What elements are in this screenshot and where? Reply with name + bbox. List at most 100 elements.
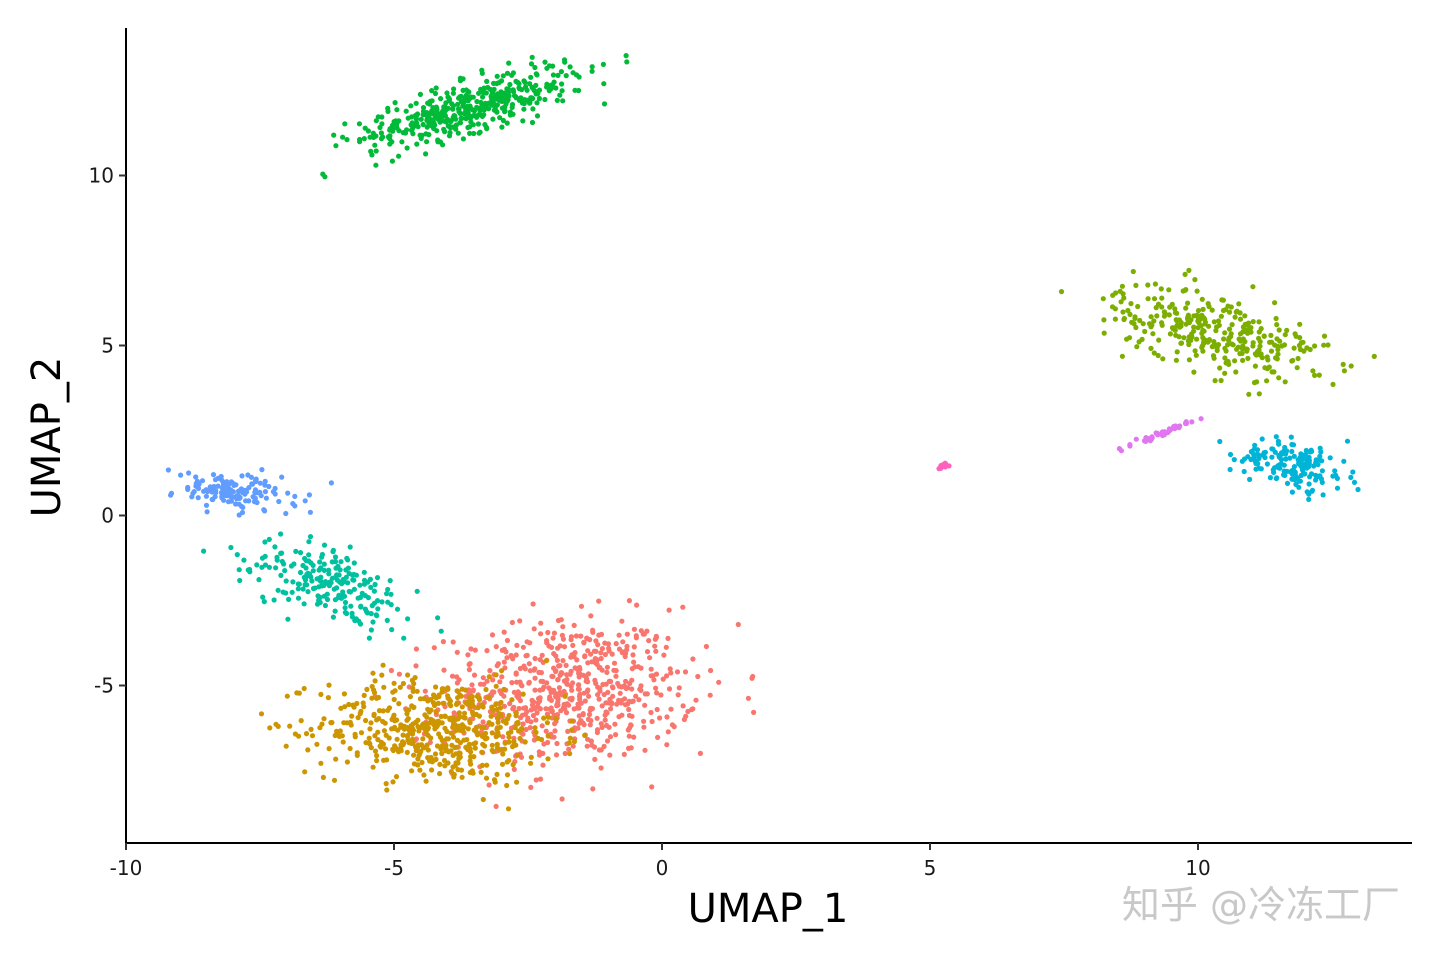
data-point	[1240, 343, 1246, 349]
data-point	[346, 588, 352, 595]
data-point	[1257, 343, 1263, 349]
data-point	[324, 596, 331, 603]
data-point	[1148, 314, 1154, 320]
data-point	[165, 467, 171, 473]
data-point	[576, 682, 582, 688]
data-point	[321, 567, 327, 574]
data-point	[301, 601, 307, 607]
data-point	[1133, 324, 1139, 331]
data-point	[259, 555, 266, 561]
data-point	[589, 68, 595, 74]
data-point	[389, 158, 395, 164]
data-point	[444, 90, 450, 96]
data-point	[527, 668, 533, 674]
data-point	[368, 611, 374, 617]
data-point	[363, 717, 369, 724]
data-point	[1225, 303, 1231, 309]
data-point	[560, 658, 566, 664]
data-point	[344, 137, 350, 143]
data-point	[383, 781, 389, 787]
data-point	[390, 128, 396, 134]
data-point	[252, 489, 258, 496]
data-point	[1167, 331, 1173, 337]
data-point	[380, 708, 386, 714]
data-point	[624, 643, 630, 649]
data-point	[423, 112, 429, 118]
data-point	[666, 607, 672, 613]
data-point	[432, 90, 439, 97]
data-point	[504, 772, 511, 778]
data-point	[1355, 486, 1361, 493]
data-point	[532, 687, 538, 693]
data-point	[1303, 452, 1309, 458]
data-point	[419, 759, 425, 766]
data-point	[751, 709, 757, 716]
data-point	[1120, 309, 1126, 315]
data-point	[1246, 391, 1252, 397]
data-point	[1317, 445, 1323, 451]
data-point	[625, 685, 631, 691]
data-point	[576, 87, 582, 94]
data-point	[520, 731, 526, 737]
data-point	[484, 648, 490, 654]
data-point	[544, 65, 550, 71]
data-point	[626, 733, 632, 739]
data-point	[282, 568, 288, 574]
data-point	[283, 578, 289, 584]
data-point	[514, 642, 520, 649]
data-point	[1132, 315, 1138, 321]
data-point	[357, 594, 364, 601]
data-point	[1191, 369, 1197, 375]
data-point	[942, 460, 948, 466]
data-point	[1256, 329, 1262, 335]
data-point	[258, 493, 264, 499]
data-point	[556, 663, 562, 669]
data-point	[1332, 468, 1338, 474]
data-point	[1225, 342, 1231, 348]
data-point	[209, 489, 215, 495]
data-point	[408, 723, 414, 729]
data-point	[716, 679, 722, 685]
data-point	[633, 693, 639, 699]
data-point	[371, 712, 377, 719]
data-point	[1229, 322, 1235, 328]
data-point	[504, 70, 511, 76]
data-point	[431, 645, 437, 651]
data-point	[494, 726, 500, 732]
data-point	[1113, 290, 1119, 296]
data-point	[303, 565, 309, 571]
data-point	[1213, 328, 1219, 334]
data-point	[582, 732, 588, 739]
data-point	[424, 714, 430, 720]
data-point	[326, 746, 332, 752]
data-point	[1293, 481, 1299, 487]
data-point	[527, 725, 533, 731]
data-point	[626, 712, 633, 719]
data-point	[467, 769, 473, 776]
data-point	[613, 732, 619, 738]
data-point	[505, 806, 512, 812]
data-point	[588, 705, 594, 712]
data-point	[497, 688, 503, 694]
data-point	[1186, 357, 1192, 363]
data-point	[485, 694, 491, 701]
data-point	[1119, 283, 1125, 289]
data-point	[1206, 323, 1212, 329]
data-point	[441, 700, 447, 707]
data-point	[429, 759, 435, 765]
data-point	[1130, 268, 1136, 275]
data-point	[586, 693, 592, 699]
data-point	[500, 117, 506, 124]
data-point	[627, 680, 633, 687]
data-point	[1284, 327, 1290, 333]
data-point	[1251, 454, 1257, 460]
data-point	[653, 648, 659, 654]
data-point	[566, 746, 572, 753]
data-point	[481, 86, 487, 92]
data-point	[1312, 372, 1318, 378]
data-point	[1227, 466, 1233, 473]
data-point	[532, 675, 538, 681]
data-point	[388, 667, 394, 674]
data-point	[1235, 344, 1241, 350]
data-point	[457, 750, 463, 757]
